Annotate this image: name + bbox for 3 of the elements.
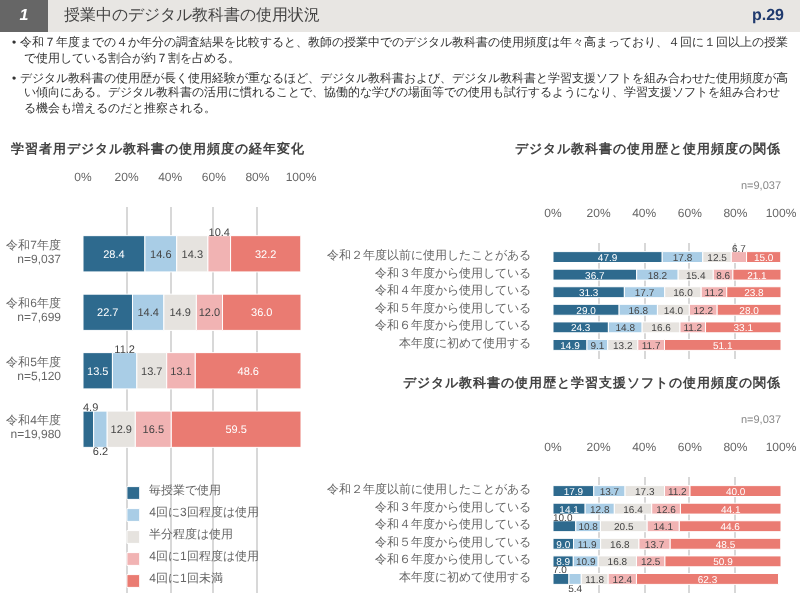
text: 1 — [0, 0, 48, 32]
text: p.29 — [751, 4, 784, 28]
text: 授業中のデジタル教科書の使用状況 — [64, 4, 322, 28]
